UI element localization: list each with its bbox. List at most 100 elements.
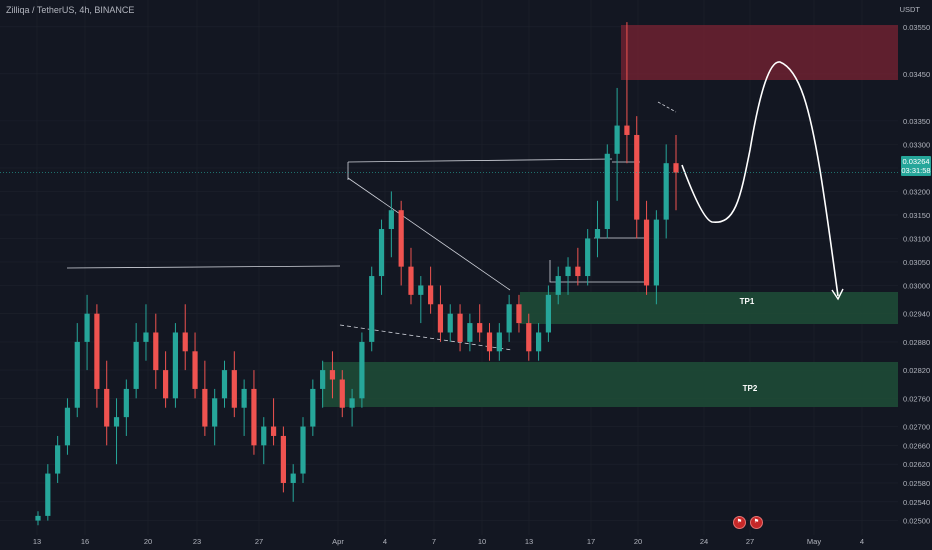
candle [74,323,80,418]
x-tick-label: 4 [383,537,387,546]
candle-body [300,426,306,474]
candle-body [163,370,169,399]
candle-body [182,332,188,352]
candle [398,200,404,286]
y-tick-label: 0.03150 [903,211,930,220]
candle-body [604,153,610,230]
candle-body [496,332,502,352]
candle [310,379,316,436]
candle-body [192,351,198,389]
candle [212,388,218,446]
candle [329,351,336,399]
candle-body [378,229,385,277]
candle-body [45,473,51,516]
x-tick-label: 4 [860,537,864,546]
candle [349,388,355,427]
price-axis[interactable]: 0.035500.034500.033500.033000.032500.032… [903,23,930,526]
candle [241,379,247,436]
candle [64,398,71,455]
candle [320,360,326,408]
candle [94,304,100,408]
candle-body [526,323,532,352]
supply-zone [621,25,898,80]
candle [526,313,532,361]
candle [447,304,453,342]
projection-path [681,61,839,297]
candle-body [506,304,512,333]
candle [153,313,159,389]
candle-body [64,407,71,446]
candle [45,464,51,521]
candle [378,219,385,295]
x-tick-label: 24 [700,537,708,546]
candle-body [428,285,434,305]
x-tick-label: 20 [634,537,642,546]
candle [614,87,620,201]
y-tick-label: 0.02760 [903,394,930,403]
candle [418,276,424,324]
candle [270,398,277,446]
candle [575,247,581,286]
candle-body [251,388,257,446]
x-tick-label: 10 [478,537,486,546]
candle-body [535,332,542,352]
candle-body [339,379,345,408]
last-price-badge: 0.03264 03:31:58 [901,156,931,176]
candle [290,464,296,502]
candle [516,294,522,333]
y-tick-label: 0.02940 [903,310,930,319]
candle-body [643,219,650,286]
candle-body [153,332,159,371]
candle [221,360,228,408]
y-tick-label: 0.02880 [903,338,930,347]
candle-body [447,313,453,333]
candle [280,426,286,493]
candle [457,304,463,352]
candle [192,332,198,399]
candle-body [653,219,659,286]
symbol-title[interactable]: Zilliqa / TetherUS, 4h, BINANCE [6,5,135,15]
x-tick-label: 13 [33,537,41,546]
candle-body [418,285,424,295]
candle-body [663,163,669,220]
y-tick-label: 0.02500 [903,517,930,526]
y-tick-label: 0.02820 [903,366,930,375]
time-axis[interactable]: 13 16 20 23 27 Apr 4 7 10 13 17 20 24 27 May 4 [33,537,864,546]
wedge-lower-dashed [339,324,513,351]
candle [506,294,512,342]
candle-body [545,294,551,333]
flag-icon[interactable]: ⚑ [733,516,746,529]
candle [634,116,640,239]
candle [359,332,365,408]
resistance-line-1 [66,265,341,269]
candle [84,294,90,371]
candle-body [231,370,237,408]
x-tick-label: Apr [332,537,344,546]
x-tick-label: 20 [144,537,152,546]
candle-body [486,332,493,352]
candle [163,351,169,408]
y-tick-label: 0.02660 [903,441,930,450]
x-tick-label: 27 [255,537,263,546]
y-tick-label: 0.03550 [903,23,930,32]
candle-body [457,313,463,342]
last-price-value: 0.03264 [902,157,930,166]
y-tick-label: 0.03300 [903,140,930,149]
candle [428,266,434,314]
tp1-zone [520,292,898,324]
y-tick-label: 0.02700 [903,423,930,432]
resistance-line-2 [347,158,613,163]
wedge-upper-line [347,177,511,291]
candle [663,144,669,239]
candle-body [74,341,80,408]
candle-body [55,445,61,474]
y-tick-label: 0.03450 [903,70,930,79]
candles [0,22,898,526]
candle [467,313,473,352]
candle-body [634,134,640,220]
y-tick-label: 0.02580 [903,479,930,488]
flag-icon[interactable]: ⚑ [750,516,763,529]
candle-body [133,341,139,389]
x-tick-label: 16 [81,537,89,546]
